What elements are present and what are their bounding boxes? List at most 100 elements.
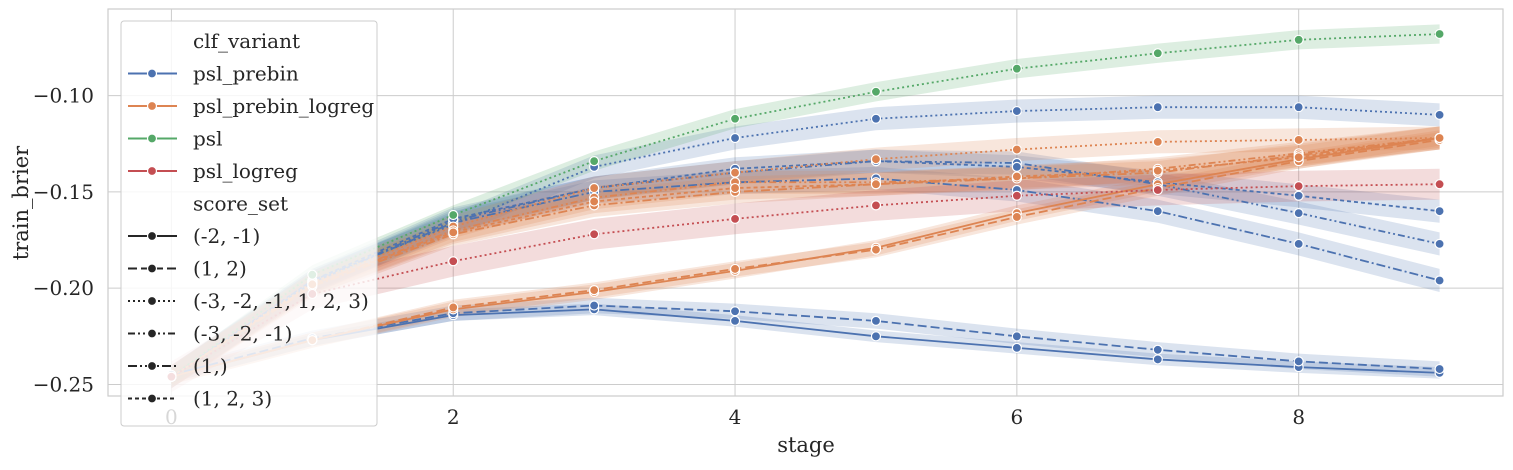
legend-entry-label: psl_prebin [193, 62, 299, 86]
y-tick-label: −0.15 [33, 180, 94, 204]
series-line [170, 137, 1440, 378]
data-point [729, 167, 741, 178]
x-tick-label: 6 [1010, 405, 1023, 429]
data-point [1011, 161, 1022, 172]
data-point [448, 209, 459, 221]
data-point [1011, 211, 1022, 223]
series-line [171, 304, 1440, 376]
confidence-band [171, 130, 1440, 385]
data-point [729, 113, 741, 124]
data-point [1434, 28, 1445, 40]
y-tick-label: −0.20 [33, 276, 94, 300]
legend-entry-label: (1, 2, 3) [193, 387, 272, 411]
x-tick-label: 8 [1292, 405, 1305, 429]
x-tick-label: 4 [729, 405, 742, 429]
legend-title-style: score_set [193, 192, 288, 216]
legend-marker [146, 295, 158, 307]
legend-marker [146, 263, 158, 274]
legend-entry-label: (-3, -2, -1, 1, 2, 3) [193, 289, 369, 313]
series-markers [166, 28, 1445, 382]
series-line [170, 33, 1440, 378]
legend-entry-label: psl [193, 127, 222, 151]
legend-entry-label: psl_prebin_logreg [193, 94, 374, 118]
data-point [1293, 181, 1304, 192]
series-line [171, 308, 1440, 378]
y-tick-label: −0.25 [33, 372, 94, 396]
legend-marker [146, 133, 158, 144]
data-point [1011, 190, 1022, 201]
legend-marker [146, 393, 158, 404]
data-point [1152, 184, 1163, 196]
x-tick-label: 2 [447, 405, 460, 429]
data-point [729, 263, 741, 275]
data-point [870, 200, 882, 211]
series-line [170, 160, 1440, 378]
legend-marker [146, 100, 158, 112]
data-point [448, 227, 459, 238]
data-point [870, 154, 882, 165]
data-point [870, 113, 882, 124]
data-point [1152, 136, 1163, 147]
data-point [870, 315, 882, 327]
y-tick-label: −0.10 [33, 84, 94, 108]
data-point [729, 306, 741, 317]
data-point [1434, 363, 1445, 375]
legend-entry-label: psl_logreg [193, 159, 298, 183]
data-point [1434, 179, 1445, 190]
series-line [170, 137, 1440, 378]
legend-box [120, 20, 378, 427]
data-point [1152, 354, 1163, 365]
data-point [1293, 238, 1304, 249]
data-point [1011, 171, 1022, 182]
confidence-band [171, 24, 1440, 387]
data-point [448, 256, 459, 267]
data-point [870, 179, 882, 190]
data-point [448, 302, 459, 313]
legend-marker [146, 360, 158, 372]
legend-marker [146, 68, 158, 79]
series-line [170, 183, 1440, 378]
data-point [870, 244, 882, 255]
legend-entry-label: (1,) [193, 354, 228, 378]
data-point [1434, 238, 1445, 249]
confidence-band [171, 168, 1440, 393]
series-lines [170, 33, 1440, 378]
legend-title-hue: clf_variant [193, 29, 300, 53]
series-line [170, 137, 1440, 378]
data-point [1293, 34, 1304, 45]
legend-entry-label: (-3, -2, -1) [193, 322, 292, 346]
data-point [589, 182, 600, 194]
data-point [1293, 356, 1304, 367]
legend-marker [146, 165, 158, 177]
data-point [1152, 344, 1163, 355]
data-point [589, 300, 600, 311]
data-point [589, 196, 600, 207]
data-point [1293, 134, 1304, 146]
legend-entry-label: (-2, -1) [193, 224, 260, 248]
legend: clf_variant psl_prebin psl_prebin_logregps… [120, 20, 378, 427]
data-point [1152, 206, 1163, 217]
data-point [1152, 102, 1163, 113]
data-point [1434, 132, 1445, 144]
data-point [1434, 206, 1445, 217]
data-point [1293, 190, 1304, 201]
data-point [729, 182, 741, 194]
data-point [1011, 105, 1022, 117]
legend-marker [146, 328, 158, 339]
data-point [1011, 331, 1022, 342]
data-point [1293, 152, 1304, 163]
data-point [870, 331, 882, 342]
data-point [1011, 63, 1022, 74]
y-axis-label: train_brier [9, 145, 33, 260]
data-point [870, 86, 882, 97]
data-point [729, 315, 741, 327]
data-point [1011, 342, 1022, 353]
data-point [589, 229, 600, 240]
data-point [1152, 165, 1163, 176]
legend-marker [146, 230, 158, 242]
confidence-band [171, 297, 1440, 383]
data-point [1293, 102, 1304, 113]
data-point [1152, 48, 1163, 59]
